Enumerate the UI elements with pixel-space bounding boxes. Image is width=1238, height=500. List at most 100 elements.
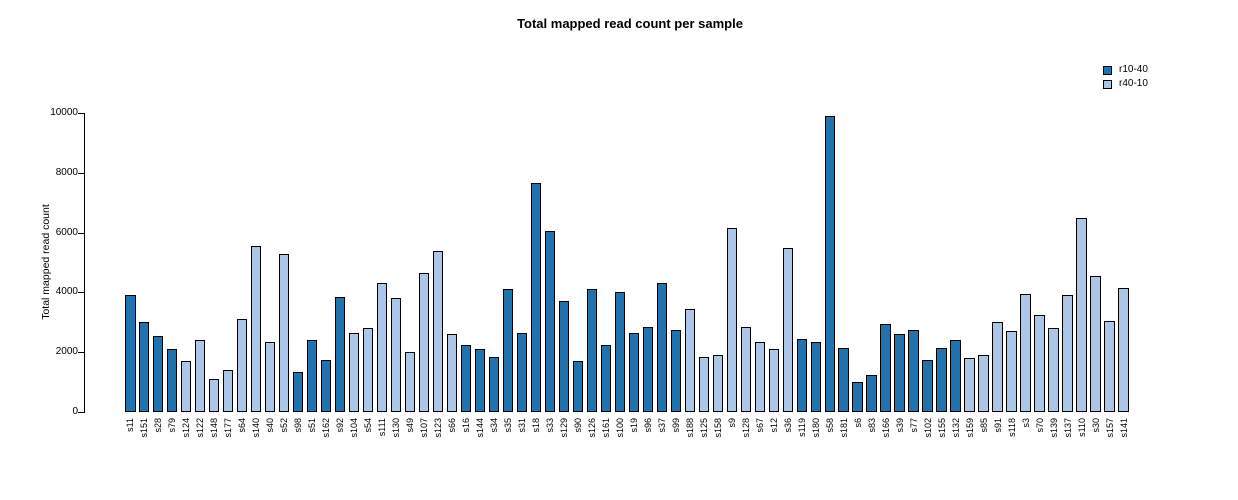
x-axis-label: s100 [614, 418, 625, 438]
bar [194, 340, 206, 412]
x-axis-label: s141 [1118, 418, 1129, 438]
bar [866, 375, 877, 412]
y-axis-tick-label: 8000 [55, 166, 78, 178]
x-axis-label: s137 [1062, 418, 1073, 438]
x-axis-label: s64 [237, 418, 248, 433]
x-axis-label: s157 [1104, 418, 1115, 438]
x-axis-label: s85 [978, 418, 989, 433]
bar [586, 289, 598, 412]
bar [502, 289, 514, 412]
x-axis-label: s132 [950, 418, 961, 438]
x-axis-label: s139 [1048, 418, 1059, 438]
x-axis-label: s130 [391, 418, 402, 438]
y-axis-tick [78, 172, 84, 174]
legend-label: r40-10 [1119, 78, 1148, 89]
x-axis-label: s52 [279, 418, 290, 433]
bar [208, 379, 220, 412]
bar [544, 231, 556, 412]
x-axis-label: s12 [768, 418, 779, 433]
bar [600, 345, 612, 412]
x-axis-label: s104 [349, 418, 360, 438]
bar [1006, 331, 1017, 412]
bar [950, 340, 961, 412]
bar [488, 357, 500, 412]
x-axis-label: s140 [251, 418, 262, 438]
x-axis-label: s51 [307, 418, 318, 433]
bar [558, 301, 570, 412]
bar [264, 342, 276, 412]
y-axis-tick-label: 4000 [55, 286, 78, 298]
x-axis-label: s111 [377, 418, 388, 437]
x-axis-label: s98 [293, 418, 304, 433]
y-axis-tick-label: 2000 [55, 346, 78, 358]
x-axis-label: s36 [782, 418, 793, 433]
bar [572, 361, 584, 412]
bar [768, 349, 780, 412]
bar [1034, 315, 1045, 412]
bar [222, 370, 234, 412]
x-axis-label: s83 [866, 418, 877, 433]
bar [334, 297, 346, 412]
bar [880, 324, 891, 412]
legend: r10-40 r40-10 [1103, 63, 1148, 91]
y-axis-tick [78, 292, 84, 294]
bar [726, 228, 738, 412]
bar [166, 349, 178, 412]
y-axis-tick [78, 352, 84, 354]
x-axis-label: s79 [167, 418, 178, 433]
x-axis-label: s181 [838, 418, 849, 438]
bar [1048, 328, 1059, 412]
bar [824, 116, 835, 412]
x-axis-label: s77 [908, 418, 919, 433]
y-axis-tick-label: 6000 [55, 226, 78, 238]
x-axis-label: s128 [740, 418, 751, 438]
bar [1062, 295, 1073, 412]
x-axis-label: s66 [447, 418, 458, 433]
bar [516, 333, 528, 412]
bar [376, 283, 388, 412]
legend-swatch-light-icon [1103, 79, 1112, 89]
bar [782, 248, 794, 412]
bar [1118, 288, 1129, 412]
bar [1104, 321, 1115, 412]
bar [236, 319, 248, 412]
x-axis-label: s159 [964, 418, 975, 438]
x-axis-label: s126 [586, 418, 597, 438]
x-axis-label: s123 [433, 418, 444, 438]
bar [348, 333, 360, 412]
bar [530, 183, 542, 412]
bar [894, 334, 905, 412]
x-axis-label: s148 [209, 418, 220, 438]
x-axis-label: s91 [992, 418, 1003, 433]
bar [474, 349, 486, 412]
x-axis-label: s99 [670, 418, 681, 433]
bar [138, 322, 150, 412]
x-axis-label: s161 [600, 418, 611, 438]
bar [908, 330, 919, 412]
bar [628, 333, 640, 412]
x-axis-label: s31 [516, 418, 527, 433]
x-axis-label: s122 [195, 418, 206, 438]
bar [698, 357, 710, 412]
bar [152, 336, 164, 412]
x-axis-label: s129 [558, 418, 569, 438]
bar [306, 340, 318, 412]
x-axis-label: s102 [922, 418, 933, 438]
bar [670, 330, 682, 412]
x-axis-label: s18 [530, 418, 541, 433]
bar [992, 322, 1003, 412]
x-axis-label: s162 [321, 418, 332, 438]
x-axis-label: s3 [1020, 418, 1031, 428]
x-axis-label: s67 [754, 418, 765, 433]
bar [1076, 218, 1087, 412]
x-axis-label: s124 [181, 418, 192, 438]
bar [180, 361, 192, 412]
x-axis-label: s96 [642, 418, 653, 433]
x-axis-label: s119 [796, 418, 807, 437]
legend-swatch-dark-icon [1103, 65, 1112, 75]
x-axis-label: s30 [1090, 418, 1101, 433]
y-axis-tick [78, 113, 84, 114]
bar [390, 298, 402, 412]
bar [656, 283, 668, 412]
x-axis-label: s70 [1034, 418, 1045, 433]
